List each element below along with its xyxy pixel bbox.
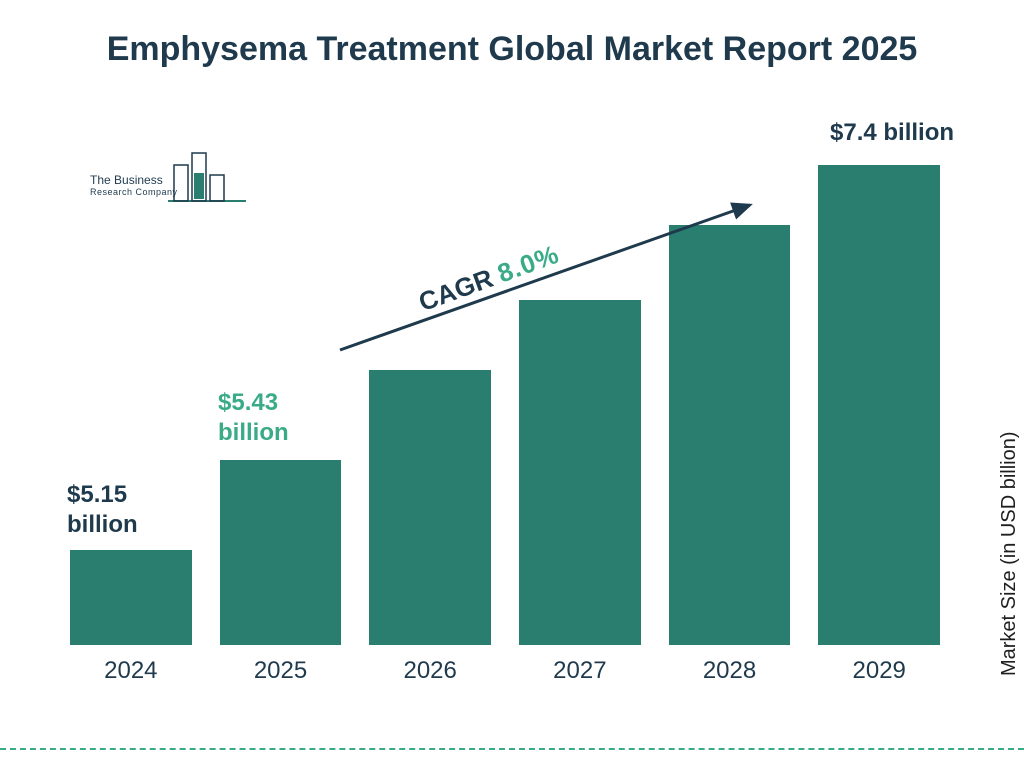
bar-col: [70, 140, 192, 645]
x-label: 2026: [369, 649, 491, 685]
bar-2029: [818, 165, 940, 645]
value-text: $5.15: [67, 481, 127, 508]
bar-2026: [369, 370, 491, 645]
bottom-dashed-line: [0, 748, 1024, 750]
value-label-2024: $5.15 billion: [67, 480, 138, 540]
x-label: 2028: [669, 649, 791, 685]
bar-2024: [70, 550, 192, 645]
value-text: billion: [218, 419, 289, 446]
bar-2025: [220, 460, 342, 645]
x-label: 2029: [818, 649, 940, 685]
x-axis-labels: 2024 2025 2026 2027 2028 2029: [70, 649, 940, 685]
value-label-2029: $7.4 billion: [830, 118, 954, 148]
y-axis-label: Market Size (in USD billion): [999, 432, 1022, 677]
x-label: 2025: [220, 649, 342, 685]
value-text: $7.4 billion: [830, 119, 954, 146]
value-text: $5.43: [218, 389, 278, 416]
value-text: billion: [67, 511, 138, 538]
cagr-annotation: CAGR 8.0%: [330, 200, 760, 360]
x-label: 2027: [519, 649, 641, 685]
trend-arrow-icon: [330, 200, 760, 360]
bar-col: [818, 140, 940, 645]
value-label-2025: $5.43 billion: [218, 388, 289, 448]
chart-title: Emphysema Treatment Global Market Report…: [0, 28, 1024, 71]
x-label: 2024: [70, 649, 192, 685]
